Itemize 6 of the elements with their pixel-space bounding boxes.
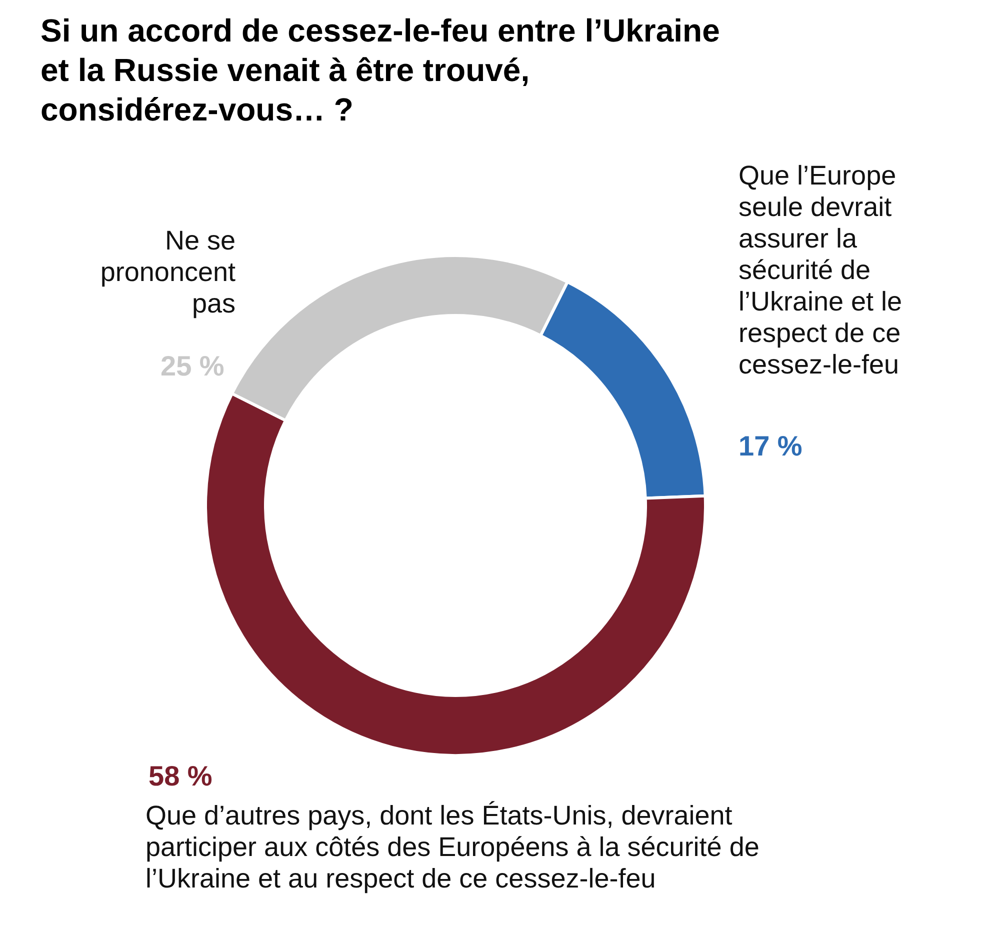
slice-label: Que l’Europe seule devrait assurer la sécurité de l’Ukraine et le respect de ce cessez-le-feu	[738, 160, 902, 380]
chart-title: Si un accord de cessez-le-feu entre l’Ukraine et la Russie venait à être trouvé, considérez-vous… ?	[40, 12, 720, 128]
data-label: 58 %	[148, 760, 212, 792]
slice-label: Ne se prononcent pas	[100, 226, 236, 318]
data-label: 17 %	[738, 430, 802, 462]
slice-label: Que d’autres pays, dont les États-Unis, devraient participer aux côtés des Européens à la sécurité de l’Ukraine et au respect de ce cessez-le-feu	[146, 800, 760, 894]
